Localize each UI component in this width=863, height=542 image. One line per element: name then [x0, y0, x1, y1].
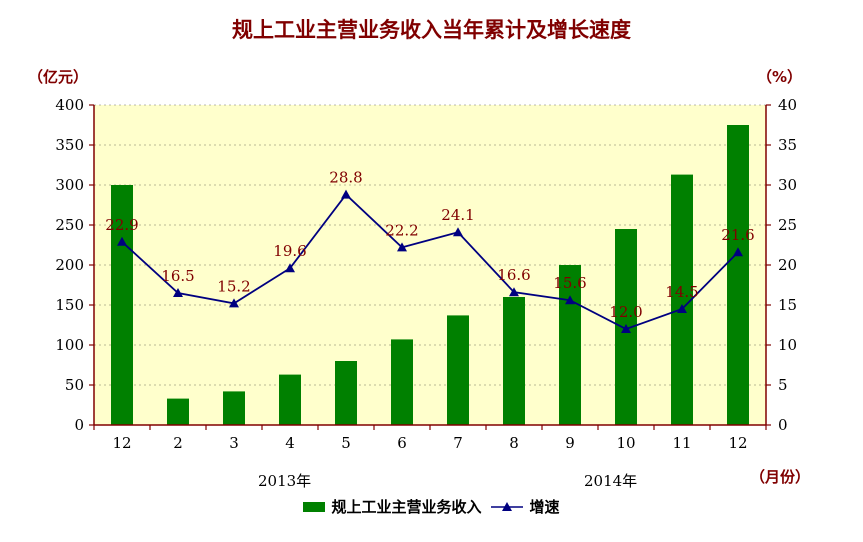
bar-1	[167, 398, 189, 425]
x-tick-label: 12	[728, 434, 747, 452]
x-tick-label: 10	[616, 434, 635, 452]
right-tick-label: 15	[778, 296, 797, 314]
growth-point-7	[509, 287, 519, 297]
bar-10	[671, 174, 693, 425]
growth-point-9	[621, 324, 631, 333]
growth-point-10	[677, 304, 687, 313]
growth-point-6	[453, 227, 463, 237]
x-axis-unit: （月份）	[750, 468, 811, 486]
left-tick-label: 200	[55, 256, 84, 274]
bar-3	[279, 374, 301, 425]
right-tick-label: 10	[778, 336, 797, 354]
year-label-2013: 2013年	[258, 472, 312, 490]
legend-item-growth: 增速	[490, 496, 560, 517]
left-tick-label: 0	[74, 416, 84, 434]
growth-point-3	[285, 263, 295, 273]
left-tick-label: 100	[55, 336, 84, 354]
x-tick-label: 4	[285, 434, 295, 452]
chart-title: 规上工业主营业务收入当年累计及增长速度	[232, 18, 631, 42]
left-tick-label: 150	[55, 296, 84, 314]
x-tick-label: 7	[453, 434, 463, 452]
growth-point-11	[733, 247, 743, 257]
right-tick-label: 30	[778, 176, 797, 194]
left-axis-unit: （亿元）	[28, 68, 89, 86]
left-tick-label: 250	[55, 216, 84, 234]
legend-label-growth: 增速	[529, 498, 560, 516]
growth-data-label-8: 15.6	[553, 274, 586, 292]
growth-line	[121, 193, 739, 330]
growth-data-label-11: 21.6	[721, 226, 754, 244]
x-tick-label: 11	[672, 434, 691, 452]
growth-data-label-10: 14.5	[665, 283, 698, 301]
growth-data-label-5: 22.2	[385, 221, 418, 239]
right-tick-label: 0	[778, 416, 788, 434]
x-tick-label: 6	[397, 434, 407, 452]
bar-5	[391, 339, 413, 425]
growth-data-label-4: 28.8	[329, 169, 362, 187]
right-tick-label: 20	[778, 256, 797, 274]
x-tick-label: 8	[509, 434, 519, 452]
right-axis-unit: （%）	[757, 68, 803, 86]
bar-0	[111, 185, 133, 425]
growth-point-0	[117, 236, 127, 246]
left-tick-label: 400	[55, 96, 84, 114]
legend: 规上工业主营业务收入 增速	[0, 496, 863, 517]
right-tick-label: 5	[778, 376, 788, 394]
bar-4	[335, 361, 357, 425]
growth-data-label-2: 15.2	[217, 277, 250, 295]
growth-data-label-0: 22.9	[105, 216, 138, 234]
growth-point-5	[397, 242, 407, 252]
bar-11	[727, 125, 749, 425]
legend-bar-swatch	[303, 501, 326, 512]
year-label-2014: 2014年	[584, 472, 638, 490]
left-tick-label: 50	[65, 376, 84, 394]
right-tick-label: 40	[778, 96, 797, 114]
right-tick-label: 25	[778, 216, 797, 234]
bar-7	[503, 297, 525, 425]
legend-item-revenue: 规上工业主营业务收入	[303, 496, 482, 517]
legend-line-swatch	[490, 501, 523, 511]
x-tick-label: 9	[565, 434, 575, 452]
left-tick-label: 300	[55, 176, 84, 194]
x-tick-label: 12	[112, 434, 131, 452]
growth-data-label-3: 19.6	[273, 242, 306, 260]
growth-data-label-1: 16.5	[161, 267, 194, 285]
growth-data-label-9: 12.0	[609, 303, 642, 321]
x-tick-label: 5	[341, 434, 351, 452]
growth-data-label-6: 24.1	[441, 206, 474, 224]
left-tick-label: 350	[55, 136, 84, 154]
growth-point-8	[565, 295, 575, 305]
x-tick-label: 2	[173, 434, 183, 452]
growth-point-4	[341, 189, 351, 199]
growth-point-2	[229, 298, 239, 308]
right-tick-label: 35	[778, 136, 797, 154]
bar-6	[447, 315, 469, 425]
x-tick-label: 3	[229, 434, 239, 452]
bar-8	[559, 265, 581, 425]
bar-2	[223, 391, 245, 425]
growth-data-label-7: 16.6	[497, 266, 530, 284]
legend-label-revenue: 规上工业主营业务收入	[331, 498, 482, 516]
growth-point-1	[173, 288, 183, 297]
